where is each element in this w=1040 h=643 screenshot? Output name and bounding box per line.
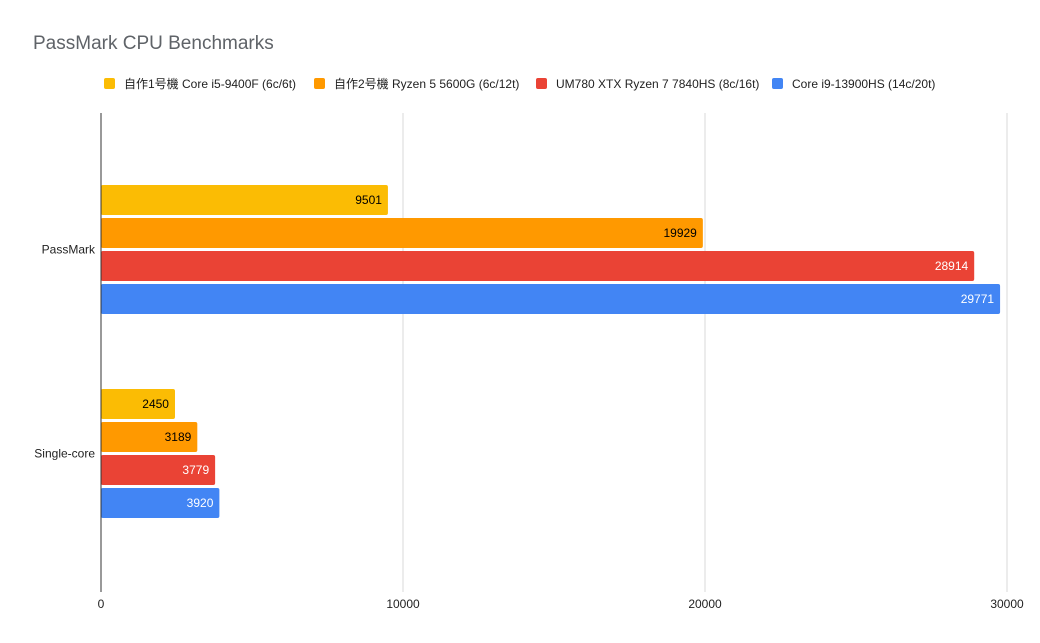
bar	[101, 218, 703, 248]
bar	[101, 389, 175, 419]
data-label: 3920	[187, 496, 214, 510]
x-tick-label: 20000	[688, 597, 722, 611]
bar	[101, 455, 216, 485]
legend-swatch	[536, 78, 547, 89]
legend-label: UM780 XTX Ryzen 7 7840HS (8c/16t)	[556, 77, 759, 91]
chart-title: PassMark CPU Benchmarks	[33, 33, 274, 54]
data-label: 3189	[165, 430, 192, 444]
bar	[101, 284, 1001, 314]
data-label: 28914	[935, 259, 969, 273]
x-tick-label: 0	[98, 597, 105, 611]
legend-label: Core i9-13900HS (14c/20t)	[792, 77, 935, 91]
bar	[101, 488, 220, 518]
legend-swatch	[314, 78, 325, 89]
data-label: 3779	[182, 463, 209, 477]
x-tick-label: 30000	[990, 597, 1024, 611]
legend-label: 自作1号機 Core i5-9400F (6c/6t)	[124, 76, 296, 91]
category-label: PassMark	[42, 243, 96, 257]
data-label: 29771	[961, 292, 995, 306]
bar	[101, 422, 198, 452]
bar	[101, 251, 975, 281]
legend-swatch	[772, 78, 783, 89]
data-label: 2450	[142, 397, 169, 411]
x-tick-label: 10000	[386, 597, 420, 611]
data-label: 19929	[663, 226, 697, 240]
data-label: 9501	[355, 193, 382, 207]
legend-swatch	[104, 78, 115, 89]
legend-label: 自作2号機 Ryzen 5 5600G (6c/12t)	[334, 76, 519, 91]
category-label: Single-core	[34, 447, 95, 461]
bar	[101, 185, 388, 215]
